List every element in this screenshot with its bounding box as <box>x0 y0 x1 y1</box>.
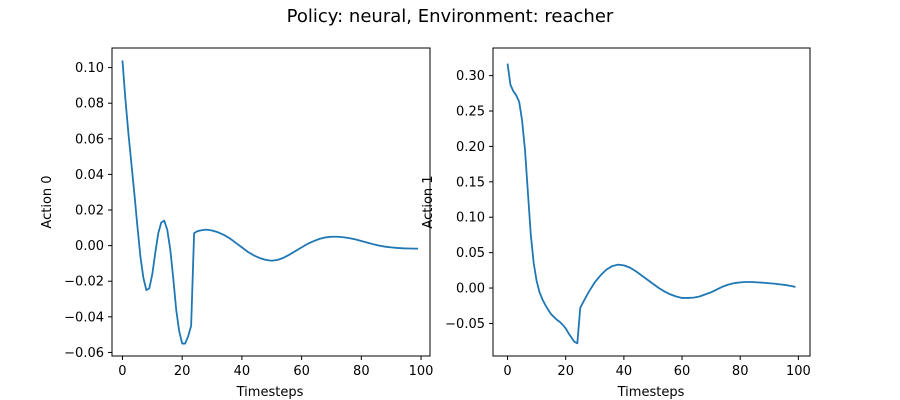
plot-frame-left <box>111 47 431 357</box>
x-axis-label-left: Timesteps <box>236 385 304 400</box>
x-tick-label-right: 80 <box>732 364 749 379</box>
y-tick-label-left: 0.08 <box>75 97 104 112</box>
y-axis-label-right: Action 1 <box>421 175 436 228</box>
x-tick-label-left: 60 <box>293 364 310 379</box>
y-tick-label-right: −0.05 <box>445 317 485 332</box>
series-line-right-0 <box>506 63 796 345</box>
y-tick-label-right: 0.15 <box>456 175 485 190</box>
y-tick-label-right: 0.20 <box>456 140 485 155</box>
x-tick-label-right: 40 <box>616 364 633 379</box>
x-tick-label-right: 100 <box>786 364 811 379</box>
y-tick-label-right: 0.25 <box>456 105 485 120</box>
x-tick-label-left: 0 <box>118 364 126 379</box>
x-tick-label-right: 0 <box>503 364 511 379</box>
axes-left: Timesteps Action 0 0 20 40 60 80 100 −0.06 −0.0… <box>40 47 434 400</box>
y-tick-label-left: 0.10 <box>75 61 104 76</box>
y-tick-label-right: 0.00 <box>456 282 485 297</box>
x-axis-label-right: Timesteps <box>617 385 685 400</box>
y-axis-label-left: Action 0 <box>40 175 55 228</box>
y-tick-label-left: −0.02 <box>64 275 104 290</box>
y-tick-label-left: 0.04 <box>75 168 104 183</box>
y-tick-label-right: 0.10 <box>456 211 485 226</box>
x-tick-label-right: 20 <box>557 364 574 379</box>
y-tick-label-left: 0.02 <box>75 204 104 219</box>
series-line-left-0 <box>121 60 419 345</box>
axes-right: Timesteps Action 1 0 20 40 60 80 100 −0.05 0.00… <box>421 47 811 400</box>
x-tick-label-left: 40 <box>234 364 251 379</box>
figure-title: Policy: neural, Environment: reacher <box>287 6 614 27</box>
x-tick-label-right: 60 <box>674 364 691 379</box>
y-tick-label-left: 0.00 <box>75 239 104 254</box>
plot-frame-right <box>492 47 811 357</box>
x-tick-label-left: 100 <box>409 364 434 379</box>
y-tick-label-left: 0.06 <box>75 132 104 147</box>
x-tick-label-left: 20 <box>174 364 191 379</box>
y-tick-label-left: −0.04 <box>64 310 104 325</box>
x-tick-label-left: 80 <box>353 364 370 379</box>
y-tick-label-right: 0.30 <box>456 69 485 84</box>
y-tick-label-right: 0.05 <box>456 246 485 261</box>
y-tick-label-left: −0.06 <box>64 346 104 361</box>
